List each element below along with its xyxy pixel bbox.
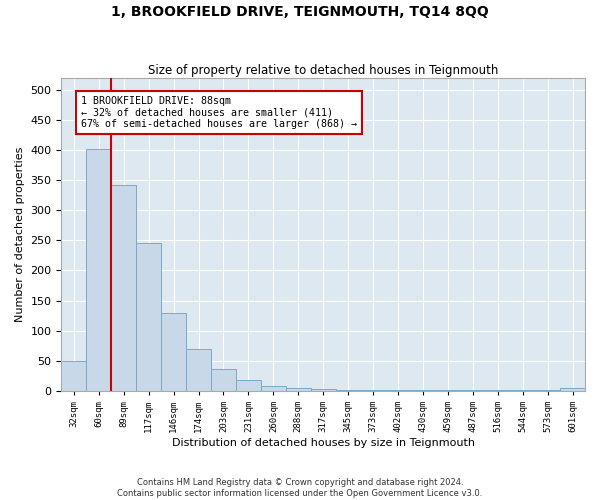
Text: 1, BROOKFIELD DRIVE, TEIGNMOUTH, TQ14 8QQ: 1, BROOKFIELD DRIVE, TEIGNMOUTH, TQ14 8Q… — [111, 5, 489, 19]
Bar — [286, 388, 311, 390]
Bar — [186, 348, 211, 391]
Y-axis label: Number of detached properties: Number of detached properties — [15, 146, 25, 322]
Title: Size of property relative to detached houses in Teignmouth: Size of property relative to detached ho… — [148, 64, 499, 77]
Bar — [136, 243, 161, 390]
Text: 1 BROOKFIELD DRIVE: 88sqm
← 32% of detached houses are smaller (411)
67% of semi: 1 BROOKFIELD DRIVE: 88sqm ← 32% of detac… — [80, 96, 356, 130]
Bar — [111, 184, 136, 390]
Bar — [211, 369, 236, 390]
Text: Contains HM Land Registry data © Crown copyright and database right 2024.
Contai: Contains HM Land Registry data © Crown c… — [118, 478, 482, 498]
Bar — [161, 312, 186, 390]
Bar — [261, 386, 286, 390]
Bar — [86, 149, 111, 390]
X-axis label: Distribution of detached houses by size in Teignmouth: Distribution of detached houses by size … — [172, 438, 475, 448]
Bar — [61, 360, 86, 390]
Bar — [560, 388, 585, 390]
Bar — [236, 380, 261, 390]
